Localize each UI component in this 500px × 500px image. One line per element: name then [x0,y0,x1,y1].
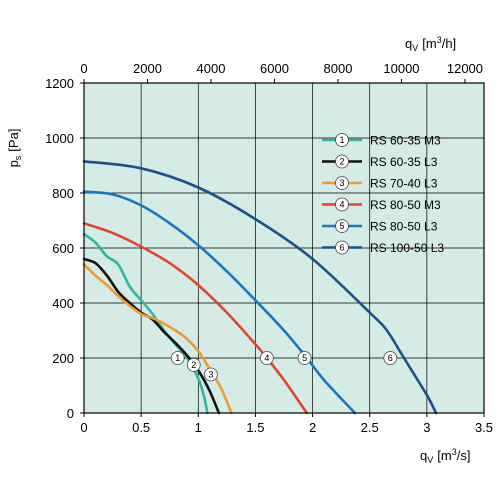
y-tick-label: 0 [67,406,74,421]
legend-label-3: RS 70-40 L3 [370,177,438,191]
y-tick-label: 600 [52,241,74,256]
x-top-tick-label: 0 [80,61,87,76]
legend-badge-6 [335,240,349,255]
legend: 1 RS 60-35 M3 2 RS 60-35 L3 3 RS 70-40 L3 4 RS … [322,133,444,255]
curves [82,160,438,415]
curve-3 [82,263,233,415]
x-tick-label: 0 [80,420,87,435]
legend-badge-label-3: 3 [339,178,344,188]
curve-6 [82,160,438,415]
curve-marker-6 [383,351,398,365]
x-top-tick-label: 4000 [197,61,226,76]
x-tick-label: 3.5 [475,420,493,435]
curve-4 [82,222,309,415]
y-tick-label: 1200 [45,76,74,91]
legend-badge-3 [335,176,349,190]
curve-marker-label-3: 3 [208,370,213,380]
x-top-axis-label: qV [m3/h] [405,35,456,53]
legend-badge-label-5: 5 [339,221,344,231]
legend-badge-2 [335,154,349,169]
x-top-tick-label: 6000 [260,61,289,76]
x-tick-label: 1 [195,420,202,435]
y-tick-label: 800 [52,186,74,201]
legend-label-4: RS 80-50 M3 [370,198,441,212]
x-tick-label: 0.5 [132,420,150,435]
legend-label-5: RS 80-50 L3 [370,220,438,234]
legend-badge-1 [335,133,349,147]
y-tick-label: 400 [52,296,74,311]
curve-marker-1 [170,351,185,365]
y-tick-label: 1000 [45,131,74,146]
curve-marker-3 [203,367,218,382]
x-top-tick-label: 10000 [383,61,419,76]
x-top-tick-label: 8000 [324,61,353,76]
curve-marker-5 [297,351,312,365]
curve-marker-label-2: 2 [191,360,196,370]
curve-marker-label-6: 6 [388,353,393,363]
legend-badge-label-6: 6 [339,243,344,253]
legend-badge-label-2: 2 [339,157,344,167]
y-axis-label: ps[Pa] [6,129,23,168]
x-tick-label: 1.5 [246,420,264,435]
curve-marker-label-1: 1 [175,353,180,363]
x-axis-label: qV [m3/s] [420,447,470,465]
x-tick-label: 2.5 [361,420,379,435]
curve-1 [82,233,209,415]
x-top-tick-label: 2000 [133,61,162,76]
legend-badge-5 [335,219,349,233]
legend-badge-label-1: 1 [339,135,344,145]
y-tick-label: 200 [52,351,74,366]
legend-badge-label-4: 4 [339,200,344,210]
markers: 1 2 3 4 5 6 [170,351,398,382]
legend-badge-4 [335,197,349,212]
legend-label-6: RS 100-50 L3 [370,241,444,255]
x-tick-label: 2 [309,420,316,435]
legend-label-2: RS 60-35 L3 [370,155,438,169]
curve-5 [82,190,357,415]
x-top-tick-label: 12000 [447,61,483,76]
curve-marker-4 [259,351,274,365]
curve-marker-2 [186,357,201,372]
curve-marker-label-4: 4 [264,353,269,363]
x-tick-label: 3 [423,420,430,435]
legend-label-1: RS 60-35 M3 [370,134,441,148]
ticks: 0 0.5 1 1.5 2 2.5 3 3.50 2000 4000 6000 8000 10000 12… [45,61,493,435]
curve-marker-label-5: 5 [302,353,307,363]
